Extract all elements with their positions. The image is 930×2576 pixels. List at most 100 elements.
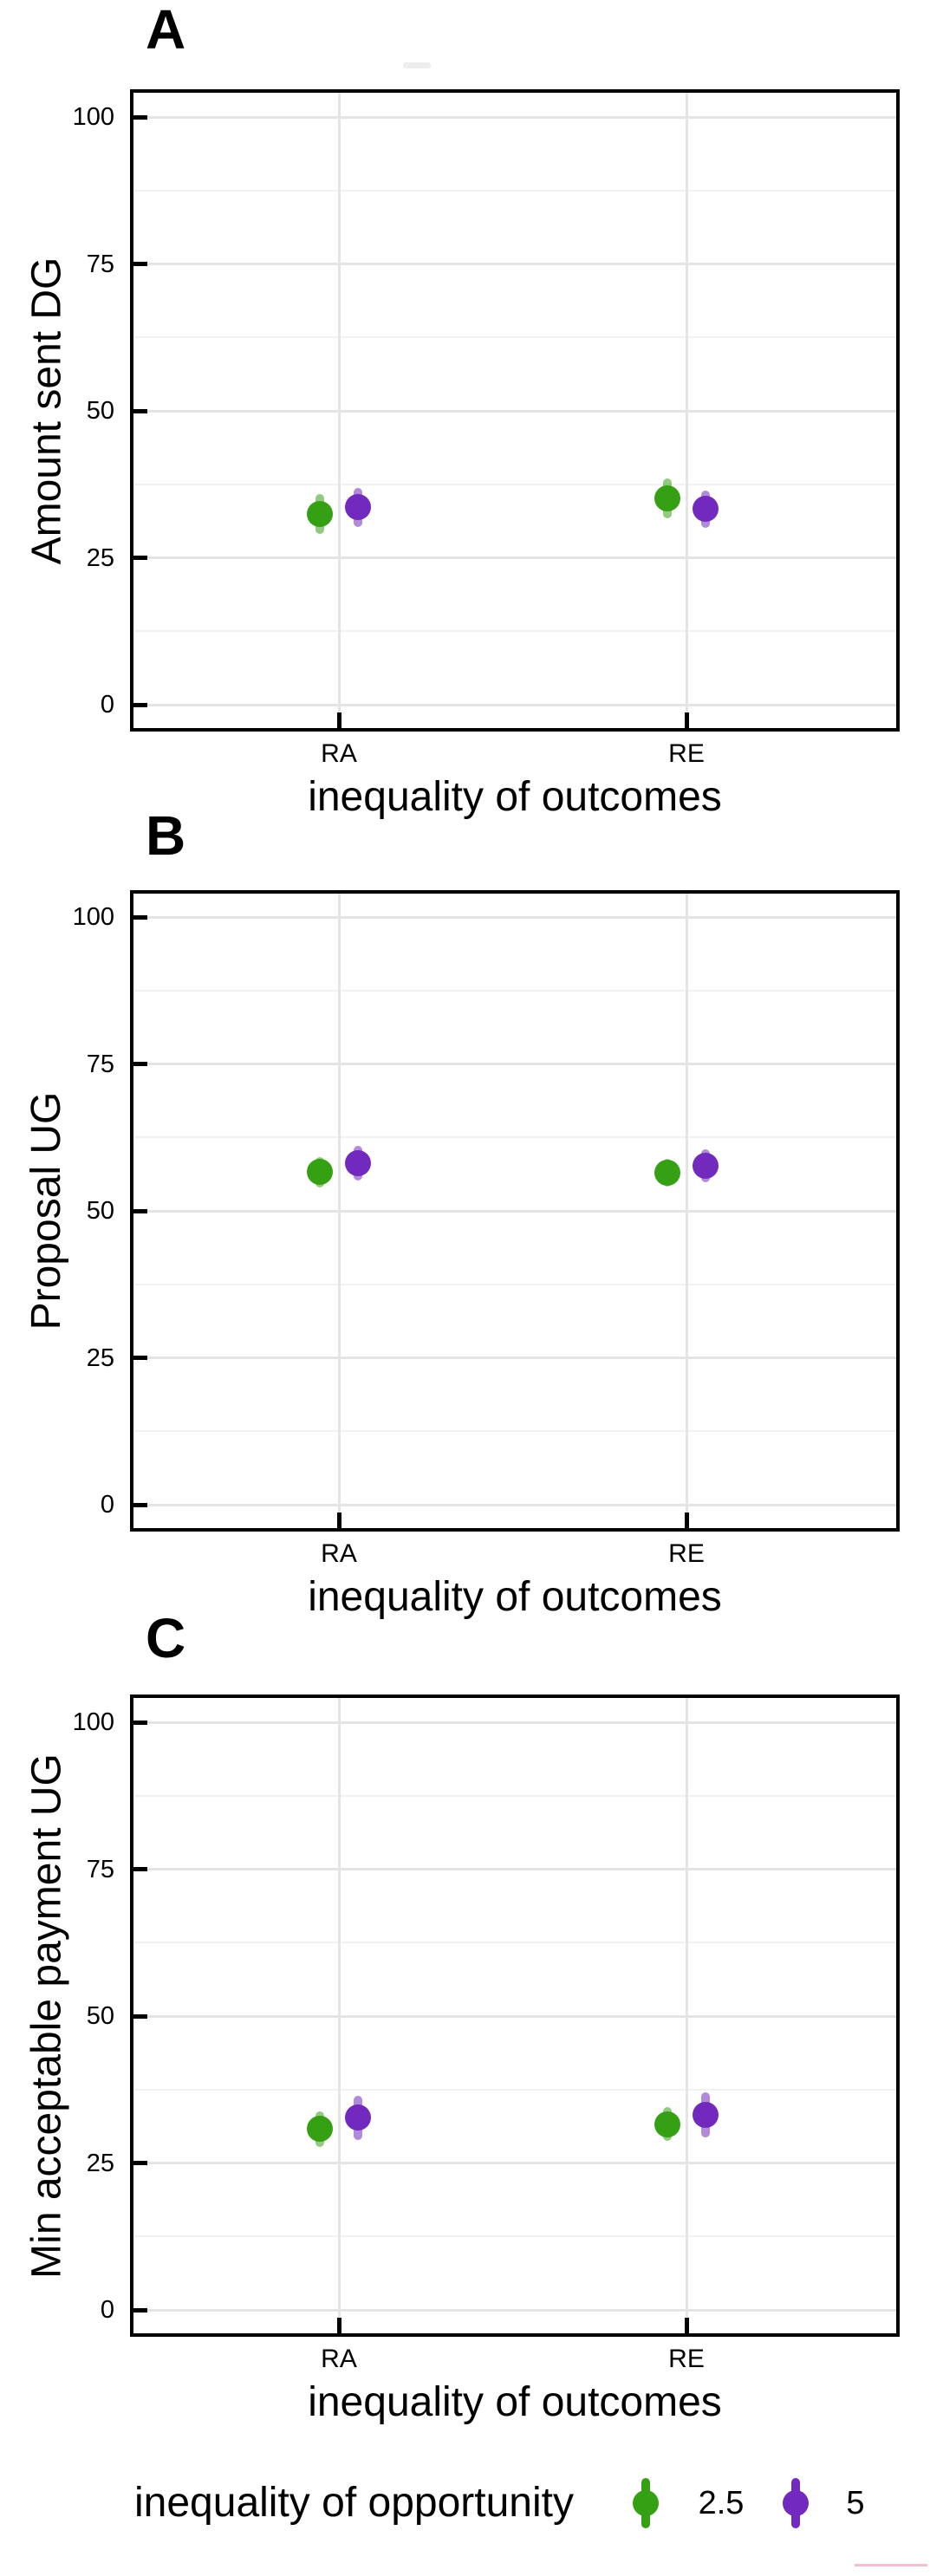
data-point (693, 1152, 719, 1179)
y-tick-label: 50 (86, 2002, 114, 2030)
gridline-minor (133, 2088, 896, 2091)
data-point (654, 485, 680, 512)
y-tick (133, 2307, 147, 2313)
y-axis-title: Min acceptable payment UG (23, 1753, 69, 2279)
y-tick (133, 1720, 147, 1725)
gridline-minor (133, 1794, 896, 1797)
y-tick-label: 0 (100, 2296, 114, 2324)
pink-line-artifact (855, 2564, 927, 2566)
gridline-major (133, 915, 896, 919)
gridline-minor (133, 1136, 896, 1139)
x-tick-label: RA (321, 2345, 357, 2373)
gridline-vertical (685, 93, 688, 728)
data-point (307, 2116, 333, 2143)
gridline-major (133, 1209, 896, 1213)
gridline-major (133, 2308, 896, 2312)
y-tick-label: 0 (100, 691, 114, 719)
data-point (654, 1159, 680, 1186)
data-point (307, 501, 333, 528)
legend-key-pointrange-icon (633, 2490, 659, 2516)
gridline-vertical (685, 1698, 688, 2333)
gridline-major (133, 2014, 896, 2018)
data-point (693, 496, 719, 523)
gridline-major (133, 1503, 896, 1506)
data-point (345, 1150, 371, 1177)
y-tick-label: 25 (86, 543, 114, 572)
y-tick (133, 262, 147, 266)
gridline-vertical (685, 894, 688, 1528)
data-point (345, 494, 371, 521)
gridline-minor (133, 483, 896, 485)
y-tick (133, 914, 147, 920)
x-tick-label: RE (668, 2345, 705, 2373)
data-point (307, 1159, 333, 1186)
gridline-minor (133, 630, 896, 633)
gridline-vertical (337, 1698, 341, 2333)
panel-label: C (146, 1607, 186, 1669)
gridline-major (133, 263, 896, 265)
gridline-minor (133, 1942, 896, 1944)
gridline-minor (133, 189, 896, 192)
y-tick (133, 702, 147, 707)
x-tick (336, 712, 341, 728)
x-tick-label: RA (321, 739, 357, 768)
y-tick (133, 114, 147, 120)
y-axis-title: Proposal UG (23, 1091, 69, 1330)
y-tick (133, 2013, 147, 2019)
y-tick (133, 1867, 147, 1871)
x-axis-title: inequality of outcomes (308, 2379, 722, 2425)
y-tick-label: 100 (72, 103, 114, 131)
gridline-minor (133, 1283, 896, 1285)
gridline-major (133, 1721, 896, 1724)
y-tick (133, 1208, 147, 1213)
gridline-major (133, 115, 896, 119)
gridline-minor (133, 336, 896, 339)
x-tick-label: RA (321, 1539, 357, 1568)
y-tick (133, 1502, 147, 1507)
legend: inequality of opportunity 2.5 5 (0, 2472, 930, 2534)
legend-item-label: 5 (846, 2485, 865, 2521)
y-tick-label: 100 (72, 1708, 114, 1736)
gridline-vertical (337, 894, 341, 1528)
smudge-artifact (403, 62, 431, 68)
x-tick-label: RE (668, 739, 705, 768)
y-tick (133, 408, 147, 413)
gridline-minor (133, 2235, 896, 2238)
y-tick-label: 75 (86, 1855, 114, 1883)
gridline-major (133, 409, 896, 413)
gridline-vertical (337, 93, 341, 728)
gridline-major (133, 1063, 896, 1065)
gridline-major (133, 703, 896, 706)
gridline-major (133, 2162, 896, 2164)
y-axis-title: Amount sent DG (23, 257, 69, 564)
y-tick (133, 1062, 147, 1066)
y-tick-label: 50 (86, 397, 114, 425)
x-axis-title: inequality of outcomes (308, 774, 722, 820)
data-point (693, 2101, 719, 2128)
y-tick-label: 75 (86, 250, 114, 278)
y-tick-label: 25 (86, 1343, 114, 1372)
y-tick-label: 100 (72, 903, 114, 931)
y-tick-label: 50 (86, 1197, 114, 1225)
x-tick (684, 1512, 689, 1528)
data-point (654, 2111, 680, 2137)
x-tick (684, 712, 689, 728)
gridline-major (133, 1868, 896, 1870)
y-tick (133, 556, 147, 560)
panel-label: A (146, 0, 186, 61)
panel-label: B (146, 804, 186, 867)
gridline-major (133, 556, 896, 559)
legend-title: inequality of opportunity (134, 2480, 574, 2526)
x-axis-title: inequality of outcomes (308, 1574, 722, 1620)
x-tick (336, 1512, 341, 1528)
data-point (345, 2104, 371, 2131)
gridline-minor (133, 1430, 896, 1433)
x-tick-label: RE (668, 1539, 705, 1568)
gridline-major (133, 1356, 896, 1359)
y-tick (133, 1356, 147, 1360)
gridline-minor (133, 989, 896, 992)
y-tick-label: 25 (86, 2149, 114, 2177)
x-tick (684, 2318, 689, 2333)
y-tick-label: 75 (86, 1050, 114, 1078)
